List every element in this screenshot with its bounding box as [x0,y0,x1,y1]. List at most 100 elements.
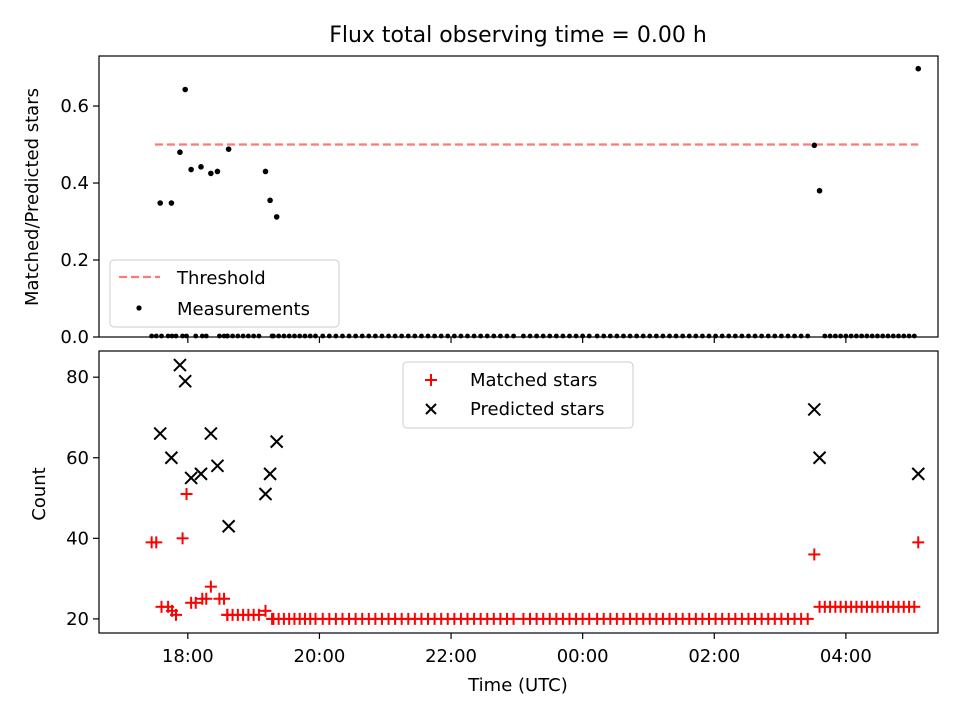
predicted-star-point [807,402,821,417]
chart-title: Flux total observing time = 0.00 h [329,23,707,48]
measurement-point [647,333,653,339]
measurement-point [281,333,287,339]
predicted-star-point [184,471,198,485]
measurement-point [235,333,241,339]
ratio-y-axis-label: Matched/Predicted stars [22,88,43,306]
measurement-point [240,333,246,339]
measurement-point [432,333,437,339]
count-x-ticks: 18:00 20:00 22:00 00:00 02:00 04:00 [162,633,872,667]
measurement-point [700,333,705,339]
measurement-point [224,333,230,339]
measurement-point [719,333,725,339]
measurement-point [805,333,811,339]
measurement-point [527,333,533,339]
measurement-point [405,333,411,339]
ratio-panel: 0.0 0.2 0.4 0.6 Matched/Predicted stars Thr… [22,55,939,348]
count-y-ticks: 20 40 60 80 [66,367,99,630]
measurement-point [746,333,751,339]
matched-star-point [150,536,163,549]
ratio-y-tick-label: 0.0 [60,327,89,348]
measurement-point [759,333,765,339]
measurement-point [451,333,457,339]
measurement-point [286,333,292,339]
x-axis-label: Time (UTC) [467,675,568,696]
measurement-point [534,333,539,339]
count-y-axis-label: Count [29,467,50,520]
measurement-point [313,333,318,339]
measurement-point [230,333,235,339]
predicted-star-point [178,374,192,388]
measurement-point [798,333,804,339]
measurement-point [412,333,418,339]
measurement-point [159,333,164,339]
measurement-point [885,333,891,339]
measurement-point [772,333,778,339]
measurement-point [816,187,823,194]
measurement-point [292,333,297,339]
measurement-point [251,333,257,339]
measurement-point [547,333,553,339]
measurement-point [586,333,592,339]
measurement-point [478,333,484,339]
predicted-star-point [263,467,277,481]
measurement-point [320,333,326,339]
predicted-star-point [911,467,925,481]
matched-star-point [189,596,202,609]
measurement-point [906,333,912,339]
measurement-point [686,333,692,339]
measurement-point [392,333,398,339]
measurement-point [739,333,745,339]
predicted-star-point [812,451,827,465]
measurement-point [340,333,345,339]
ratio-plot-frame [98,55,939,338]
measurement-point [262,168,269,175]
measurement-point [880,333,886,339]
measurement-point [153,333,159,339]
measurement-point [353,333,359,339]
measurement-point [827,333,833,339]
measurement-point [864,333,870,339]
measurement-point [498,333,503,339]
x-tick-label: 18:00 [162,646,214,667]
measurement-point [333,333,339,339]
measurement-point [149,333,155,339]
matched-star-point [218,592,231,605]
measurement-point [614,333,620,339]
measurement-point [379,333,385,339]
measurement-point [225,146,232,152]
measurement-point [854,333,859,339]
measurement-point [302,333,308,339]
measurement-point [567,333,572,339]
matched-star-point [200,592,213,605]
measurement-point [177,149,183,156]
measurement-point [484,333,490,339]
measurement-point [896,333,901,339]
measurement-point [307,333,313,339]
predicted-star-point [164,451,179,465]
measurement-point [346,333,352,339]
measurement-point [911,333,917,339]
matched-star-point [912,536,925,549]
ratio-legend: Threshold Measurements [109,259,340,328]
measurement-point [792,333,797,339]
count-y-tick-label: 60 [66,448,89,469]
measurement-point [297,333,303,339]
measurement-point [445,333,451,339]
predicted-star-point [173,358,187,372]
measurement-point [653,333,659,339]
predicted-star-point [194,467,208,481]
measurement-point [173,333,179,339]
measurement-point [326,333,332,339]
measurements-legend-swatch [136,305,142,311]
measurement-point [438,333,444,339]
measurement-point [890,333,896,339]
measurement-point [256,333,262,339]
measurement-point [359,333,365,339]
x-tick-label: 00:00 [557,646,609,667]
count-y-tick-label: 20 [66,609,89,630]
measurement-point [627,333,633,339]
predicted-legend-swatch [425,403,437,415]
measurement-point [471,333,477,339]
measurement-point [693,333,699,339]
measurement-point [667,333,672,339]
